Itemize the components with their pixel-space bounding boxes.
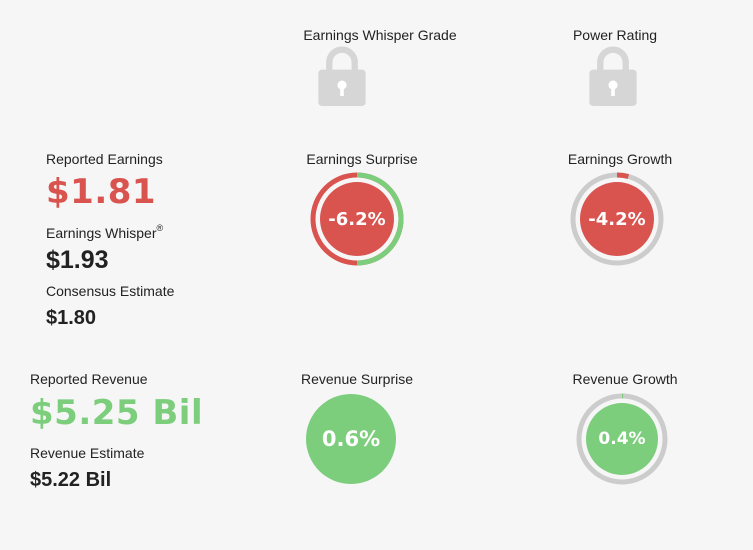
consensus-estimate-value: $1.80 [46,307,97,329]
revenue-surprise-value: 0.6% [321,427,381,451]
earnings-whisper-text: Earnings Whisper [46,225,157,241]
power-rating-lock-icon [587,46,639,111]
earnings-whisper-label: Earnings Whisper® [46,223,164,241]
earnings-growth-value: -4.2% [588,208,646,230]
reported-earnings-value: $1.81 [46,172,157,212]
revenue-growth-value: 0.4% [598,429,646,449]
whisper-grade-label: Earnings Whisper Grade [303,27,457,43]
earnings-growth-gauge: -4.2% [570,172,664,266]
revenue-estimate-label: Revenue Estimate [30,445,145,461]
earnings-whisper-value: $1.93 [46,246,109,274]
revenue-growth-ring [576,393,668,485]
revenue-growth-label: Revenue Growth [572,371,678,387]
revenue-surprise-gauge: 0.6% [306,394,396,484]
whisper-grade-lock-icon [316,46,368,111]
reported-revenue-label: Reported Revenue [30,371,148,387]
power-rating-label: Power Rating [572,27,658,43]
revenue-surprise-circle [306,394,396,484]
earnings-growth-ring [570,172,664,266]
revenue-surprise-label: Revenue Surprise [300,371,414,387]
revenue-growth-gauge: 0.4% [576,393,668,485]
earnings-growth-label: Earnings Growth [567,151,673,167]
registered-mark: ® [156,223,164,233]
revenue-estimate-value: $5.22 Bil [30,469,112,491]
consensus-estimate-label: Consensus Estimate [46,283,175,299]
reported-earnings-label: Reported Earnings [46,151,163,167]
earnings-surprise-ring [310,172,404,266]
earnings-surprise-label: Earnings Surprise [306,151,418,167]
reported-revenue-value: $5.25 Bil [30,393,204,433]
earnings-surprise-value: -6.2% [328,208,386,230]
earnings-surprise-gauge: -6.2% [310,172,404,266]
